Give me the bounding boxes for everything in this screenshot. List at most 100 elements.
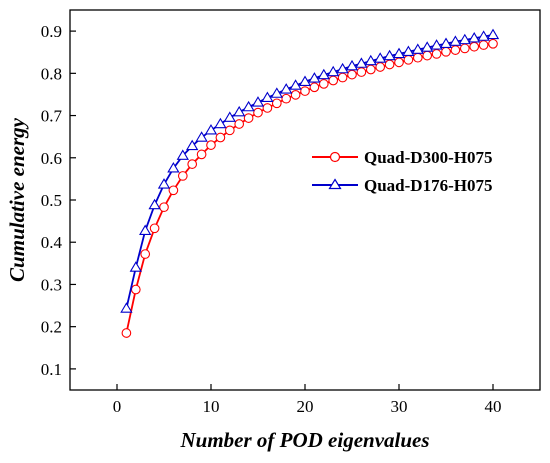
data-point-series-1 <box>383 49 396 61</box>
data-point-series-1 <box>449 35 462 46</box>
data-point-series-0 <box>375 62 386 72</box>
data-point-series-0 <box>177 171 188 181</box>
data-point-series-0 <box>130 284 141 295</box>
data-point-series-1 <box>129 261 142 272</box>
data-point-series-1 <box>186 139 199 151</box>
data-point-series-0 <box>337 72 348 83</box>
data-point-series-1 <box>298 75 312 86</box>
data-point-series-1 <box>242 100 255 112</box>
data-point-series-0 <box>450 45 461 55</box>
data-point-series-1 <box>167 162 180 173</box>
data-point-series-0 <box>290 90 301 100</box>
y-tick-label: 0.2 <box>41 318 62 337</box>
x-tick-label: 10 <box>203 397 220 416</box>
axis-ticks: 0 10 20 30 40 0.1 0.2 0.3 0.4 0.5 0.6 0.7 0.8 0.9 <box>41 22 502 416</box>
data-point-series-0 <box>262 103 273 113</box>
legend-marker-series-1 <box>328 178 342 190</box>
data-point-series-1 <box>157 178 171 189</box>
series-line-1 <box>125 34 494 309</box>
data-point-series-1 <box>148 198 161 210</box>
data-point-series-1 <box>345 59 359 71</box>
data-point-series-0 <box>206 140 216 150</box>
data-point-series-0 <box>215 132 226 143</box>
data-point-series-0 <box>328 75 339 86</box>
data-point-series-1 <box>139 224 152 236</box>
legend: Quad-D300-H075 Quad-D176-H075 <box>312 148 492 195</box>
data-point-series-1 <box>214 117 227 129</box>
data-point-series-1 <box>195 131 208 142</box>
data-point-series-0 <box>488 38 498 49</box>
data-point-series-0 <box>356 67 367 77</box>
data-point-series-1 <box>411 43 424 54</box>
data-point-series-0 <box>187 159 198 169</box>
data-point-series-0 <box>384 59 395 70</box>
data-point-series-0 <box>196 149 207 160</box>
data-point-series-1 <box>355 57 368 68</box>
data-point-series-0 <box>243 113 254 123</box>
y-tick-label: 0.8 <box>41 64 62 83</box>
data-point-series-1 <box>289 79 302 90</box>
y-tick-label: 0.3 <box>41 275 62 294</box>
data-point-series-1 <box>402 45 415 56</box>
data-point-series-1 <box>458 33 471 45</box>
data-point-series-0 <box>168 185 179 196</box>
x-tick-label: 30 <box>391 397 408 416</box>
data-point-series-1 <box>374 52 387 63</box>
y-tick-label: 0.1 <box>41 360 62 379</box>
data-point-series-0 <box>253 107 263 118</box>
data-point-series-0 <box>271 98 282 109</box>
series-layer <box>120 28 500 338</box>
data-point-series-0 <box>431 49 442 59</box>
data-point-series-0 <box>365 64 376 75</box>
legend-label-series-0: Quad-D300-H075 <box>364 148 492 167</box>
data-point-series-1 <box>223 111 236 122</box>
data-point-series-1 <box>251 96 265 107</box>
data-point-series-1 <box>270 87 283 98</box>
y-tick-label: 0.4 <box>41 233 63 252</box>
data-point-series-0 <box>300 86 310 96</box>
data-point-series-0 <box>403 54 414 65</box>
data-point-series-0 <box>224 125 235 136</box>
data-point-series-0 <box>140 249 151 259</box>
data-point-series-1 <box>430 39 443 50</box>
data-point-series-1 <box>364 54 377 66</box>
data-point-series-1 <box>204 124 218 135</box>
y-tick-label: 0.7 <box>41 107 63 126</box>
data-point-series-1 <box>280 83 293 94</box>
data-point-series-1 <box>176 149 189 160</box>
data-point-series-1 <box>468 32 481 43</box>
data-point-series-0 <box>309 82 320 93</box>
data-point-series-1 <box>261 91 274 103</box>
data-point-series-1 <box>439 37 453 48</box>
x-axis-title: Number of POD eigenvalues <box>179 428 429 452</box>
data-point-series-0 <box>347 69 357 80</box>
data-point-series-1 <box>317 68 330 80</box>
data-point-series-0 <box>281 93 292 104</box>
data-point-series-0 <box>394 57 404 68</box>
data-point-series-0 <box>121 328 132 338</box>
data-point-series-1 <box>477 30 490 41</box>
data-point-series-0 <box>478 40 489 50</box>
data-point-series-0 <box>159 202 169 213</box>
data-point-series-1 <box>336 62 349 74</box>
y-axis-title: Cumulative energy <box>5 117 29 282</box>
y-tick-label: 0.9 <box>41 22 62 41</box>
data-point-series-0 <box>459 43 470 54</box>
data-point-series-0 <box>422 50 433 61</box>
plot-frame <box>69 9 541 391</box>
data-point-series-1 <box>120 302 133 313</box>
y-tick-label: 0.5 <box>41 191 62 210</box>
data-point-series-1 <box>327 65 340 77</box>
data-point-series-0 <box>149 223 160 234</box>
x-tick-label: 40 <box>485 397 502 416</box>
data-point-series-1 <box>421 41 434 52</box>
y-tick-label: 0.6 <box>41 149 62 168</box>
legend-marker-series-0 <box>329 151 341 163</box>
data-point-series-0 <box>441 46 451 57</box>
data-point-series-1 <box>486 28 500 40</box>
legend-label-series-1: Quad-D176-H075 <box>364 176 492 195</box>
data-point-series-0 <box>234 119 245 129</box>
data-point-series-1 <box>308 72 321 83</box>
data-point-series-1 <box>233 105 246 117</box>
